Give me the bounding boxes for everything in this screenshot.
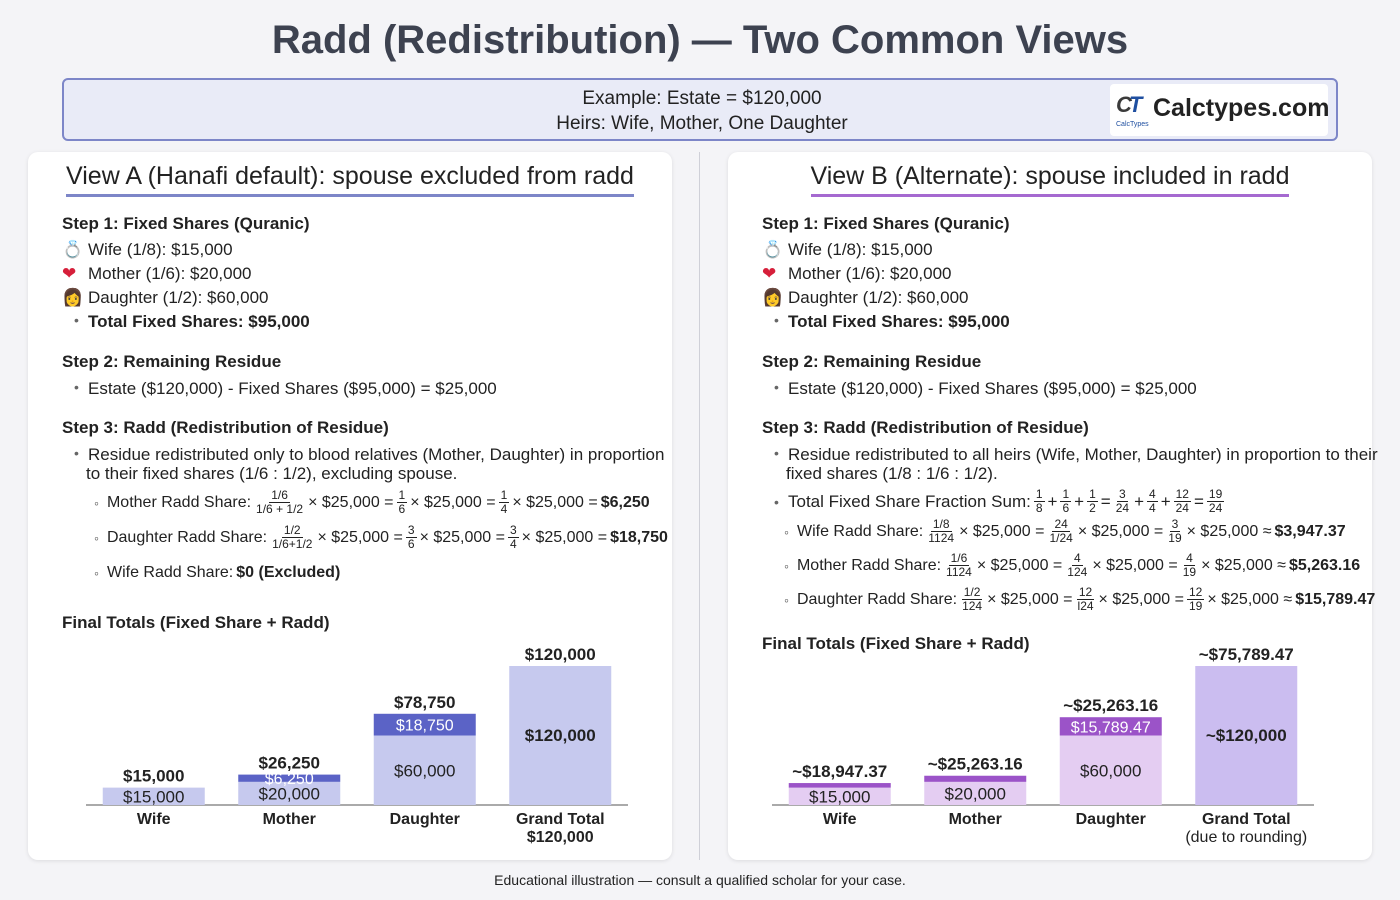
b-final-heading: Final Totals (Fixed Share + Radd) (762, 634, 1030, 653)
a-mother-share: ❤ Mother (1/6): $20,000 (62, 264, 252, 283)
total-value-label: ~$25,263.16 (928, 755, 1023, 774)
example-estate: Example: Estate = $120,000 (582, 88, 822, 109)
logo-mark-icon: CT (1116, 92, 1142, 117)
chart-view-a: $15,000$15,000 Wife $6,250$20,000 $26,250 Mo… (86, 645, 628, 846)
total-value-label: ~$18,947.37 (792, 762, 887, 781)
bar-fixed-mother (238, 781, 341, 805)
category-label: Grand Total (516, 811, 605, 828)
panel-b-title: View B (Alternate): spouse included in r… (728, 162, 1372, 197)
bar-fixed-mother (924, 781, 1027, 805)
category-sublabel: $120,000 (527, 829, 594, 846)
category-label: Mother (263, 811, 316, 828)
woman-icon: 👩 (762, 288, 784, 307)
bar-fixed-wife (788, 787, 891, 805)
a-radd-desc-2: to their fixed shares (1/6 : 1/2), exclu… (86, 464, 458, 483)
fixed-value-label: $20,000 (259, 784, 320, 803)
total-value-label: $26,250 (259, 754, 320, 773)
b-wife-share: 💍 Wife (1/8): $15,000 (762, 240, 933, 259)
ring-icon: 💍 (62, 240, 84, 259)
fixed-value-label: $15,000 (809, 787, 870, 806)
category-label: Grand Total (1202, 811, 1291, 828)
bar-radd-wife (788, 783, 891, 788)
b-radd-desc-1: Residue redistributed to all heirs (Wife… (774, 445, 1378, 465)
footer-note: Educational illustration — consult a qua… (494, 872, 906, 888)
panel-a-title: View A (Hanafi default): spouse excluded… (28, 162, 672, 197)
fixed-value-label: $120,000 (525, 726, 596, 745)
fixed-value-label: $60,000 (394, 761, 455, 780)
total-value-label: ~$75,789.47 (1199, 645, 1294, 664)
b-radd-desc-2: fixed shares (1/8 : 1/6 : 1/2). (786, 464, 998, 483)
radd-value-label: $18,750 (396, 718, 454, 735)
a-wife-radd: Wife Radd Share: $0 (Excluded) (94, 564, 343, 582)
a-residue: Estate ($120,000) - Fixed Shares ($95,00… (74, 379, 497, 399)
bar-radd-mother (924, 775, 1027, 782)
a-mother-radd: Mother Radd Share: 1/61/6 + 1/2 × $25,00… (94, 489, 653, 516)
logo-small-text: CalcTypes (1116, 121, 1149, 128)
bar-fixed-daughter (373, 735, 476, 805)
a-daughter-share: 👩 Daughter (1/2): $60,000 (62, 288, 269, 307)
b-step3-heading: Step 3: Radd (Redistribution of Residue) (762, 418, 1089, 437)
a-step2-heading: Step 2: Remaining Residue (62, 352, 282, 371)
a-step1-heading: Step 1: Fixed Shares (Quranic) (62, 214, 310, 233)
logo-brand: Calctypes.com (1153, 94, 1330, 122)
ring-icon: 💍 (762, 240, 784, 259)
b-step1-heading: Step 1: Fixed Shares (Quranic) (762, 214, 1010, 233)
b-step2-heading: Step 2: Remaining Residue (762, 352, 982, 371)
a-wife-share: 💍 Wife (1/8): $15,000 (62, 240, 233, 259)
panel-view-a: View A (Hanafi default): spouse excluded… (28, 152, 672, 860)
fixed-value-label: $15,000 (123, 787, 184, 806)
b-total-fixed: Total Fixed Shares: $95,000 (774, 312, 1010, 332)
a-final-heading: Final Totals (Fixed Share + Radd) (62, 613, 330, 632)
example-heirs: Heirs: Wife, Mother, One Daughter (556, 113, 848, 134)
total-value-label: $120,000 (525, 645, 596, 664)
b-mother-share: ❤ Mother (1/6): $20,000 (762, 264, 952, 283)
total-value-label: ~$25,263.16 (1063, 696, 1158, 715)
example-box: Example: Estate = $120,000 Heirs: Wife, … (62, 78, 1338, 141)
page-title: Radd (Redistribution) — Two Common Views (271, 18, 1129, 62)
category-label: Wife (137, 811, 171, 828)
heart-icon: ❤ (62, 264, 77, 283)
heart-icon: ❤ (762, 264, 777, 283)
total-value-label: $15,000 (123, 767, 184, 786)
category-label: Daughter (1076, 811, 1146, 828)
bar-radd-daughter (1059, 717, 1162, 736)
radd-value-label: $15,789.47 (1071, 719, 1151, 736)
b-daughter-share: 👩 Daughter (1/2): $60,000 (762, 288, 969, 307)
center-divider (699, 152, 700, 860)
chart-view-b: $15,000 ~$18,947.37 Wife $20,000 ~$25,263.16… (772, 645, 1314, 846)
bar-fixed-daughter (1059, 735, 1162, 805)
b-fraction-sum: Total Fixed Share Fraction Sum: 18+ 16+ … (774, 488, 1227, 515)
fixed-value-label: $20,000 (945, 784, 1006, 803)
b-residue: Estate ($120,000) - Fixed Shares ($95,00… (774, 379, 1197, 399)
fixed-value-label: $60,000 (1080, 761, 1141, 780)
a-radd-desc-1: Residue redistributed only to blood rela… (74, 445, 664, 465)
bar-fixed-grand-total (1195, 666, 1298, 805)
calctypes-logo: CT CalcTypes Calctypes.com (1110, 84, 1330, 136)
fixed-value-label: ~$120,000 (1206, 726, 1287, 745)
category-label: Mother (949, 811, 1002, 828)
radd-value-label: $6,250 (265, 771, 314, 788)
total-value-label: $78,750 (394, 693, 455, 712)
a-step3-heading: Step 3: Radd (Redistribution of Residue) (62, 418, 389, 437)
a-daughter-radd: Daughter Radd Share: 1/21/6+1/2 × $25,00… (94, 524, 671, 551)
category-sublabel: (due to rounding) (1185, 829, 1307, 846)
bar-radd-mother (238, 774, 341, 782)
category-label: Daughter (390, 811, 460, 828)
bar-fixed-wife (102, 787, 205, 805)
panel-view-b: View B (Alternate): spouse included in r… (728, 152, 1378, 860)
bar-fixed-grand-total (509, 666, 612, 805)
woman-icon: 👩 (62, 288, 84, 307)
bar-radd-daughter (373, 713, 476, 736)
category-label: Wife (823, 811, 857, 828)
a-total-fixed: Total Fixed Shares: $95,000 (74, 312, 310, 332)
